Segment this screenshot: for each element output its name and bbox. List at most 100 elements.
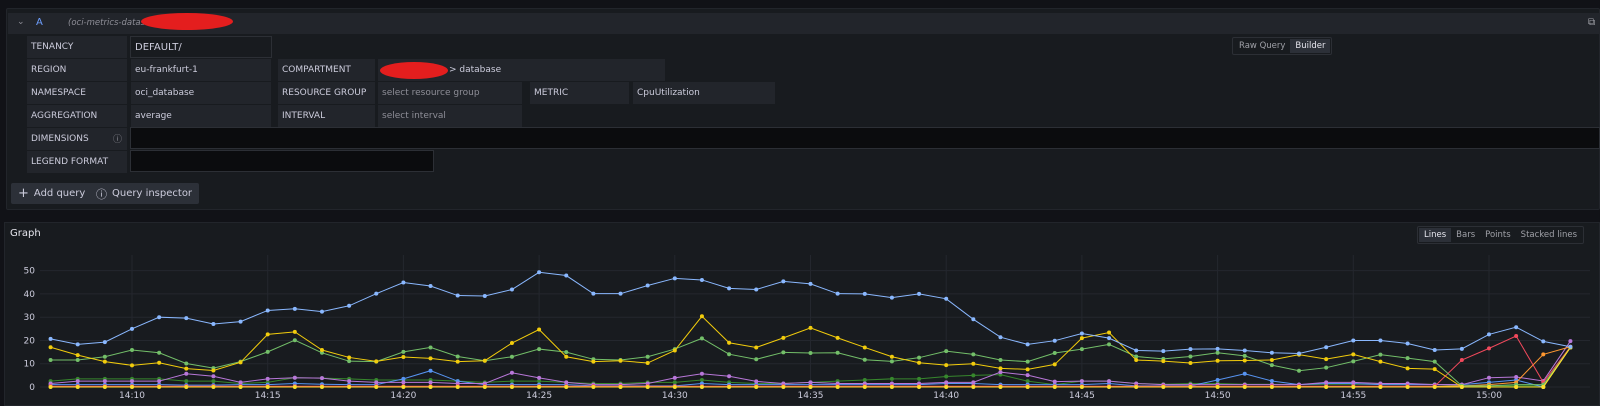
data-point (808, 380, 813, 385)
redaction-mark (141, 13, 233, 30)
compartment-select[interactable]: > database (378, 59, 665, 81)
data-point (157, 350, 162, 355)
add-query-button[interactable]: + Add query (11, 183, 93, 204)
data-point (944, 385, 949, 389)
data-point (889, 295, 894, 300)
data-point (944, 380, 949, 385)
data-point (537, 375, 542, 380)
query-mode-toggle: Raw Query Builder (1232, 37, 1333, 55)
data-point (808, 281, 813, 286)
data-point (265, 308, 270, 313)
data-point (347, 303, 352, 308)
graph-panel (4, 222, 1600, 406)
data-point (130, 326, 134, 331)
duplicate-icon[interactable]: ⧉ (1588, 17, 1596, 28)
data-point (1269, 363, 1274, 368)
data-point (1405, 356, 1410, 361)
query-inspector-label: Query inspector (112, 188, 193, 199)
legend-format-label: LEGEND FORMAT (27, 151, 127, 173)
chevron-down-icon[interactable]: ⌄ (17, 17, 25, 27)
dimensions-input[interactable] (130, 127, 1600, 149)
tab-builder[interactable]: Builder (1290, 39, 1331, 53)
data-point (1324, 345, 1329, 350)
region-select[interactable]: eu-frankfurt-1 (131, 59, 271, 81)
data-point (1242, 353, 1247, 358)
compartment-label: COMPARTMENT (278, 59, 375, 81)
data-point (238, 319, 243, 324)
query-letter[interactable]: A (36, 17, 43, 28)
query-inspector-button[interactable]: ⓘ Query inspector (89, 183, 200, 204)
interval-select[interactable]: select interval (378, 105, 522, 127)
data-point (211, 321, 216, 326)
data-point (1242, 358, 1247, 363)
tab-bars[interactable]: Bars (1456, 230, 1476, 240)
data-point (1079, 379, 1084, 384)
data-point (699, 277, 704, 282)
data-point (130, 385, 134, 389)
data-point (998, 385, 1003, 389)
data-point (1378, 381, 1383, 386)
data-point (1432, 367, 1437, 372)
data-point (1487, 375, 1491, 380)
data-point (727, 385, 732, 389)
info-icon: ⓘ (96, 187, 107, 201)
data-point (808, 385, 813, 389)
data-point (1215, 385, 1220, 389)
data-point (319, 385, 324, 389)
data-point (428, 385, 433, 389)
data-point (699, 385, 704, 389)
resource-group-label: RESOURCE GROUP (278, 82, 375, 104)
data-point (1541, 339, 1546, 344)
info-icon[interactable]: ⓘ (113, 135, 123, 145)
tab-points[interactable]: Points (1485, 230, 1511, 240)
aggregation-select[interactable]: average (131, 105, 271, 127)
data-point (537, 327, 542, 332)
data-point (564, 380, 569, 385)
dimensions-label-text: DIMENSIONS (31, 134, 89, 144)
x-tick-label: 14:10 (119, 391, 145, 401)
tab-raw-query[interactable]: Raw Query (1239, 41, 1286, 51)
data-point (618, 358, 623, 363)
metric-select[interactable]: CpuUtilization (633, 82, 775, 104)
tab-lines[interactable]: Lines (1419, 228, 1452, 242)
data-point (455, 381, 460, 386)
data-point (292, 375, 297, 380)
data-point (401, 349, 406, 354)
data-point (184, 366, 189, 371)
data-point (184, 361, 189, 366)
namespace-select[interactable]: oci_database (131, 82, 271, 104)
data-point (1487, 332, 1491, 337)
data-point (917, 291, 922, 296)
data-point (1269, 358, 1274, 363)
data-point (1107, 330, 1112, 335)
data-point (211, 374, 216, 379)
data-point (1297, 368, 1302, 373)
data-point (1405, 366, 1410, 371)
data-point (835, 291, 840, 296)
data-point (1215, 378, 1220, 383)
legend-format-input[interactable] (130, 150, 434, 172)
data-point (184, 371, 189, 376)
data-point (699, 381, 704, 386)
query-header[interactable]: ⌄ A (oci-metrics-datasource ⧉ (8, 13, 1600, 34)
data-point (428, 345, 433, 350)
data-point (48, 385, 53, 389)
data-point (347, 359, 352, 364)
data-point (591, 359, 596, 364)
data-point (1568, 339, 1573, 344)
data-point (808, 351, 813, 356)
tab-stacked-lines[interactable]: Stacked lines (1520, 230, 1577, 240)
data-point (1324, 357, 1329, 362)
resource-group-select[interactable]: select resource group (378, 82, 522, 104)
data-point (157, 315, 162, 320)
data-point (727, 340, 732, 345)
tenancy-select[interactable]: DEFAULT/ (130, 36, 272, 58)
data-point (618, 291, 623, 296)
data-point (509, 354, 514, 359)
data-point (48, 381, 53, 386)
data-point (889, 359, 894, 364)
data-point (48, 345, 53, 350)
data-point (645, 385, 650, 389)
data-point (537, 270, 542, 275)
data-point (781, 279, 786, 284)
